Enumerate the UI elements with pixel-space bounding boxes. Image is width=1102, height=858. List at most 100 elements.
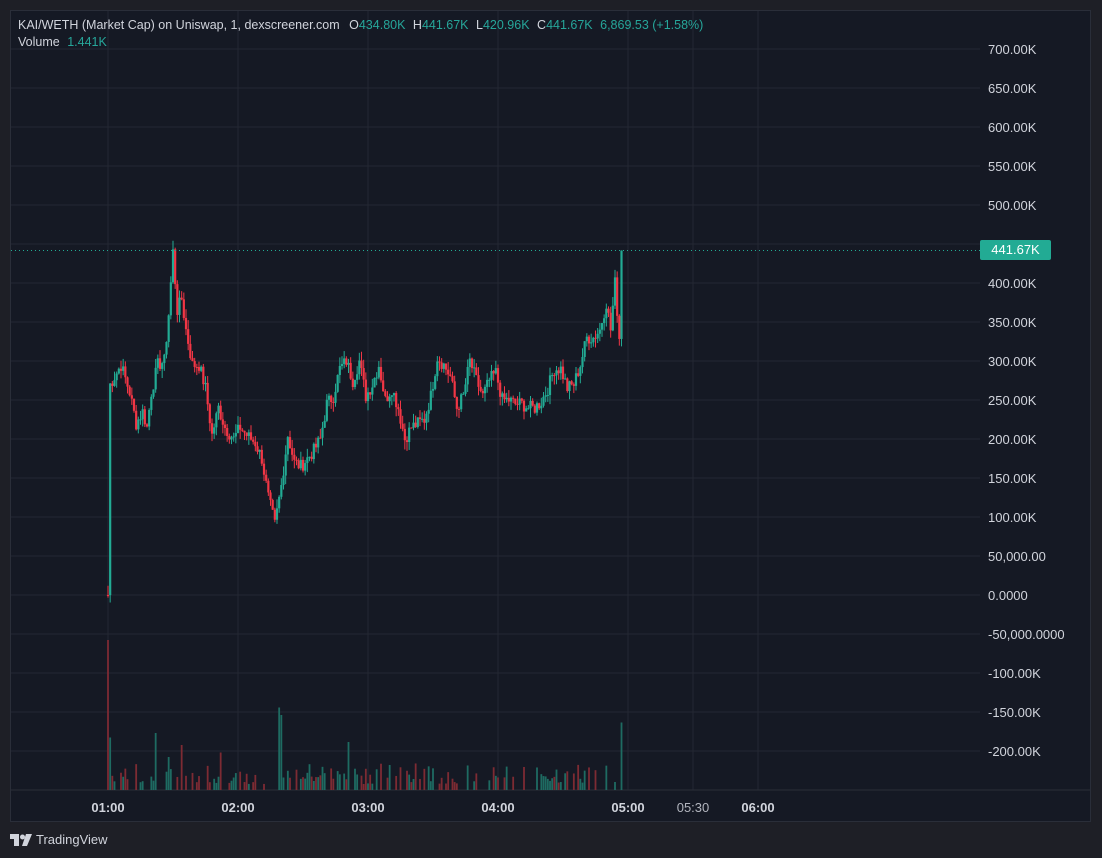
volume-bar <box>247 783 250 790</box>
candle-body <box>421 418 424 420</box>
candle-body <box>267 480 270 493</box>
volume-bar <box>109 737 112 790</box>
volume-bar <box>289 777 291 790</box>
candle-body <box>455 397 458 409</box>
tradingview-logo[interactable]: TradingView <box>10 832 108 847</box>
candle-body <box>304 463 307 471</box>
candle-body <box>245 432 248 436</box>
candle-body <box>351 378 354 387</box>
candle-body <box>360 360 363 369</box>
candle-body <box>375 377 378 379</box>
candle-body <box>163 354 166 364</box>
candle-body <box>423 418 426 423</box>
volume-bar <box>278 707 281 790</box>
candle-body <box>156 358 159 368</box>
candle-body <box>618 315 621 339</box>
volume-bar <box>466 765 469 790</box>
candle-body <box>239 424 242 430</box>
volume-bar <box>453 782 456 790</box>
volume-bar <box>549 780 551 790</box>
candle-body <box>492 371 495 374</box>
candle-body <box>440 362 443 369</box>
volume-bar <box>546 778 549 790</box>
candle-body <box>202 366 205 385</box>
x-tick-label: 04:00 <box>481 800 514 815</box>
volume-bar <box>371 783 374 790</box>
candle-body <box>193 361 196 367</box>
candle-body <box>221 419 224 425</box>
volume-bar <box>432 768 434 790</box>
y-tick-label: 100.00K <box>988 510 1037 525</box>
candle-body <box>583 341 586 357</box>
volume-bar <box>406 770 408 790</box>
candle-body <box>436 361 439 377</box>
volume-bar <box>380 763 382 790</box>
candle-body <box>219 405 222 420</box>
volume-bar <box>564 773 567 790</box>
low-value: 420.96K <box>482 18 530 32</box>
candle-body <box>213 427 216 434</box>
open-value: 434.80K <box>358 18 406 32</box>
candle-body <box>249 432 253 440</box>
volume-bar <box>228 782 231 790</box>
candle-body <box>137 419 140 430</box>
candle-body <box>522 400 526 412</box>
candle-body <box>189 343 192 359</box>
candle-body <box>247 432 250 436</box>
low-label: L <box>476 18 483 32</box>
volume-bar <box>185 775 187 790</box>
volume-value: 1.441K <box>67 35 107 49</box>
candle-body <box>273 509 276 520</box>
candle-body <box>143 409 146 425</box>
candle-body <box>429 390 432 410</box>
volume-bar <box>169 769 172 790</box>
candle-body <box>438 361 441 363</box>
candle-body <box>128 386 131 396</box>
volume-bar <box>180 745 183 790</box>
volume-bar <box>354 768 356 790</box>
y-tick-label: 550.00K <box>988 159 1037 174</box>
volume-bar <box>440 777 443 790</box>
candle-body <box>501 393 504 397</box>
volume-bar <box>542 776 545 790</box>
tradingview-brand: TradingView <box>36 832 108 847</box>
y-tick-label: 300.00K <box>988 354 1037 369</box>
candle-body <box>516 403 519 405</box>
high-value: 441.67K <box>421 18 469 32</box>
change-value: 6,869.53 (+1.58%) <box>600 18 704 32</box>
candle-body <box>293 454 296 460</box>
y-tick-label: 50,000.00 <box>988 549 1046 564</box>
x-tick-label: 02:00 <box>221 800 254 815</box>
candle-body <box>388 396 391 402</box>
volume-bar <box>230 780 233 790</box>
candle-body <box>377 366 380 378</box>
candle-body <box>286 437 289 455</box>
volume-bar <box>579 778 582 790</box>
candle-body <box>210 423 214 434</box>
candle-body <box>141 409 144 420</box>
candle-body <box>243 430 246 433</box>
volume-bar <box>113 781 116 790</box>
candle-body <box>336 374 339 392</box>
volume-bar <box>367 783 369 790</box>
candle-body <box>154 367 157 390</box>
candle-body <box>447 369 450 375</box>
volume-bar <box>308 764 311 790</box>
candle-body <box>280 485 283 497</box>
candle-body <box>587 336 591 344</box>
volume-bar <box>577 764 580 790</box>
candle-body <box>258 449 261 452</box>
volume-bar <box>386 777 389 790</box>
candle-body <box>460 394 463 410</box>
candle-body <box>126 377 129 387</box>
candle-body <box>566 378 569 392</box>
candle-body <box>464 384 467 394</box>
volume-bar <box>107 640 109 790</box>
candle-body <box>488 379 491 381</box>
candle-body <box>306 457 309 464</box>
volume-bar <box>451 778 454 790</box>
candle-body <box>180 297 183 300</box>
volume-bar <box>347 742 350 790</box>
candle-body <box>390 395 393 397</box>
